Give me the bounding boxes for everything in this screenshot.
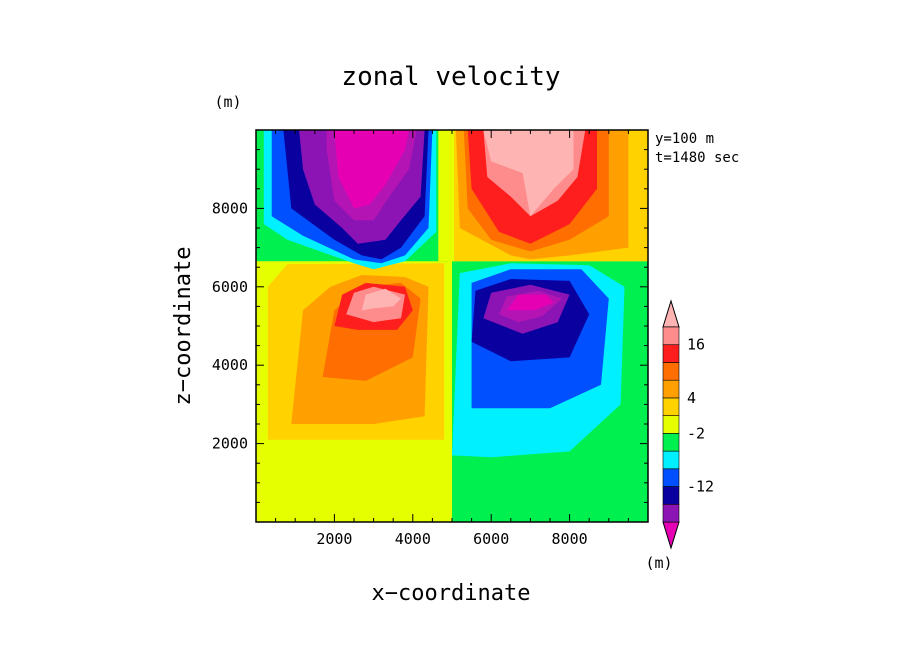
contour-region-5: [361, 288, 401, 311]
contour-region-20: [334, 130, 409, 209]
y-tick-label: 4000: [212, 356, 248, 374]
colorbar-label: -12: [687, 478, 714, 496]
contour-region-25: [483, 130, 574, 217]
x-tick-label: 4000: [395, 530, 431, 548]
axes: 2000 4000 6000 8000 2000 4000 6000 8000: [212, 130, 648, 548]
colorbar-top-arrow: [662, 299, 680, 328]
x-axis-label: x−coordinate: [372, 581, 531, 606]
chart-title: zonal velocity: [341, 62, 560, 92]
colorbar-box: [662, 344, 680, 363]
colorbar-box: [662, 503, 680, 523]
colorbar-box: [662, 450, 680, 470]
y-tick-label: 6000: [212, 278, 248, 296]
x-tick-label: 8000: [552, 530, 588, 548]
colorbar-box: [662, 379, 680, 399]
colorbar-label: -2: [687, 424, 705, 442]
colorbar-label: 16: [687, 336, 705, 354]
x-tick-label: 6000: [473, 530, 509, 548]
colorbar-box: [662, 433, 680, 452]
y-axis-unit: (m): [214, 93, 241, 111]
x-tick-label: 2000: [316, 530, 352, 548]
contour-field: [256, 130, 648, 522]
colorbar-box: [662, 326, 680, 346]
contour-region-12: [506, 294, 554, 311]
y-axis-label: z−coordinate: [171, 247, 196, 406]
colorbar-box: [662, 415, 680, 434]
y-tick-label: 2000: [212, 435, 248, 453]
contour-region-26: [438, 130, 454, 262]
y-tick-label: 8000: [212, 199, 248, 217]
colorbar-label: 4: [687, 389, 696, 407]
colorbar-bottom-arrow: [662, 521, 680, 550]
colorbar-box: [662, 486, 680, 505]
annotation-y-position: y=100 m: [655, 131, 714, 147]
annotation-time: t=1480 sec: [655, 150, 739, 166]
colorbar-box: [662, 397, 680, 416]
colorbar-unit: (m): [645, 554, 672, 572]
colorbar: -12 -2 4 16: [662, 299, 714, 550]
colorbar-box: [662, 362, 680, 381]
colorbar-box: [662, 468, 680, 487]
